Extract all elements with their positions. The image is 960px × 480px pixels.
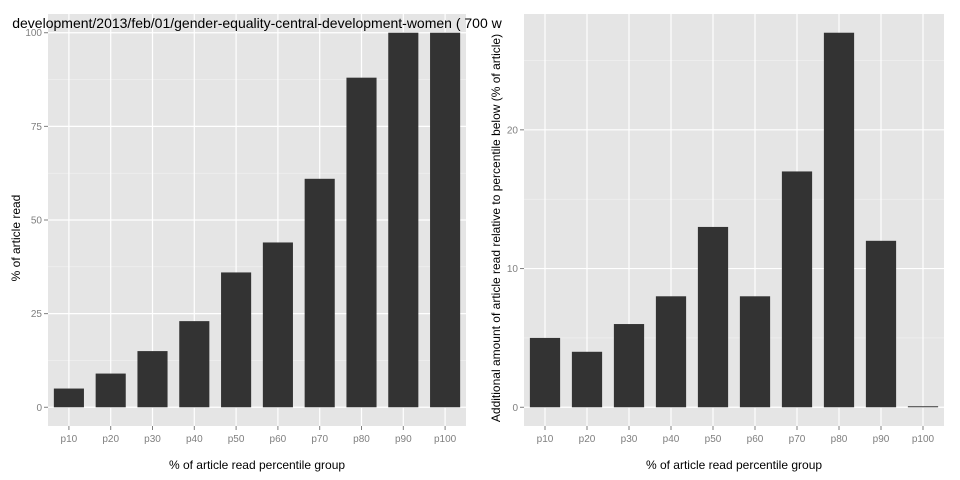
right-x-tick-label: p60 xyxy=(747,434,764,445)
right-x-tick-label: p70 xyxy=(789,434,806,445)
right-bar-p100 xyxy=(907,406,939,408)
right-x-tick-label: p100 xyxy=(912,434,935,445)
left-x-tick-label: p10 xyxy=(61,434,78,445)
right-bar-p20 xyxy=(571,351,603,408)
right-y-tick-label: 0 xyxy=(512,403,518,414)
left-y-tick-label: 75 xyxy=(31,122,43,133)
left-y-tick-label: 50 xyxy=(31,216,43,227)
left-bar-p80 xyxy=(346,77,377,408)
left-bar-p60 xyxy=(262,242,293,408)
right-x-tick-label: p80 xyxy=(831,434,848,445)
left-bar-p70 xyxy=(304,178,335,408)
right-x-ticks: p10 p20 p30 p40 p50 p60 p70 p80 p90 p100 xyxy=(537,426,935,445)
left-bar-p90 xyxy=(388,32,419,408)
left-bar-p100 xyxy=(430,32,461,408)
right-bar-p40 xyxy=(655,296,687,408)
right-y-tick-label: 10 xyxy=(507,264,519,275)
left-x-tick-label: p40 xyxy=(186,434,203,445)
right-x-tick-label: p20 xyxy=(579,434,596,445)
left-bar-p10 xyxy=(53,388,84,408)
left-bar-p20 xyxy=(95,373,126,408)
left-y-tick-label: 0 xyxy=(36,403,42,414)
right-y-axis-title: Additional amount of article read relati… xyxy=(489,34,503,422)
right-bar-p90 xyxy=(865,240,897,408)
right-bar-p70 xyxy=(781,171,813,408)
left-bar-p50 xyxy=(221,272,252,408)
right-x-tick-label: p50 xyxy=(705,434,722,445)
left-x-tick-label: p60 xyxy=(270,434,287,445)
left-x-tick-label: p30 xyxy=(144,434,161,445)
left-y-axis-title: % of article read xyxy=(9,195,23,282)
right-y-ticks: 0 10 20 xyxy=(507,125,524,414)
left-y-tick-label: 100 xyxy=(25,28,42,39)
left-bar-p40 xyxy=(179,321,210,408)
left-x-tick-label: p70 xyxy=(311,434,328,445)
left-x-tick-label: p50 xyxy=(228,434,245,445)
right-x-tick-label: p10 xyxy=(537,434,554,445)
right-bar-p60 xyxy=(739,296,771,408)
left-x-tick-label: p80 xyxy=(353,434,370,445)
left-x-tick-label: p20 xyxy=(102,434,119,445)
right-y-tick-label: 20 xyxy=(507,125,519,136)
right-bar-p80 xyxy=(823,32,855,408)
right-x-tick-label: p40 xyxy=(663,434,680,445)
left-x-tick-label: p100 xyxy=(434,434,457,445)
left-x-axis-title: % of article read percentile group xyxy=(169,458,345,472)
right-x-tick-label: p30 xyxy=(621,434,638,445)
left-y-ticks: 0 25 50 75 100 xyxy=(25,28,48,414)
left-bars xyxy=(53,32,461,408)
left-x-ticks: p10 p20 p30 p40 p50 p60 p70 p80 p90 p100 xyxy=(61,426,457,445)
right-bar-p10 xyxy=(529,337,561,408)
right-bar-p50 xyxy=(697,226,729,408)
right-bar-p30 xyxy=(613,324,645,408)
left-chart-title: development/2013/feb/01/gender-equality-… xyxy=(12,15,502,31)
left-x-tick-label: p90 xyxy=(395,434,412,445)
right-chart: 0 10 20 p10 p20 p30 p40 p50 p60 p70 p80 p90 p100 % … xyxy=(489,14,944,472)
left-bar-p30 xyxy=(137,351,168,408)
right-bars xyxy=(529,32,939,408)
right-x-tick-label: p90 xyxy=(873,434,890,445)
left-y-tick-label: 25 xyxy=(31,309,43,320)
right-x-axis-title: % of article read percentile group xyxy=(646,458,822,472)
